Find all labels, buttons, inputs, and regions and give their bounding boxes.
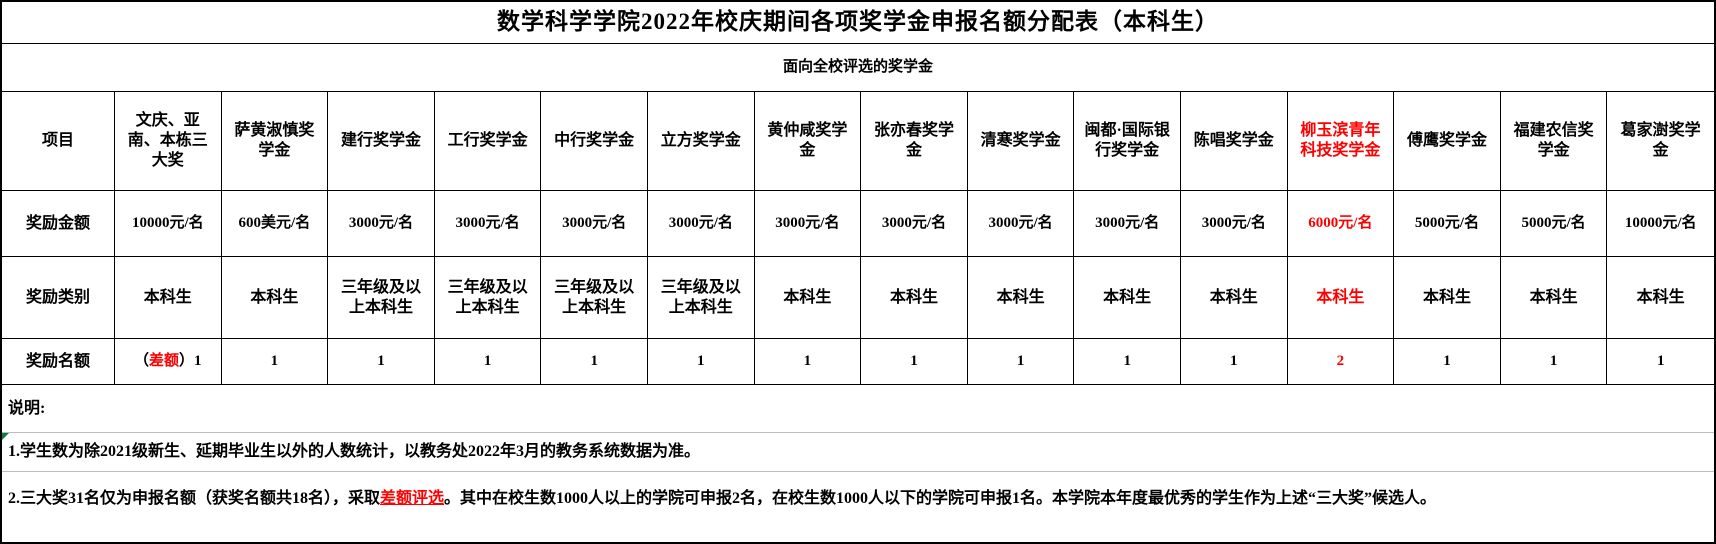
scholarship-name-5: 立方奖学金 [647, 92, 755, 191]
scholarship-name-10: 陈唱奖学金 [1180, 92, 1288, 191]
quota-value-11: 2 [1287, 339, 1395, 385]
amount-value-7: 3000元/名 [861, 191, 968, 257]
note-1-text: 1.学生数为除2021级新生、延期毕业生以外的人数统计，以教务处2022年3月的… [8, 442, 700, 462]
category-value-10: 本科生 [1180, 257, 1288, 339]
note-1: 1.学生数为除2021级新生、延期毕业生以外的人数统计，以教务处2022年3月的… [2, 433, 1714, 472]
amount-value-4: 3000元/名 [541, 191, 648, 257]
scholarship-name-13: 福建农信奖学金 [1500, 92, 1608, 191]
row-label-category: 奖励类别 [2, 257, 115, 339]
amount-value-14: 10000元/名 [1607, 191, 1714, 257]
quota-value-0: （差额 ）1 [115, 339, 222, 385]
amount-value-8: 3000元/名 [967, 191, 1075, 257]
category-value-8: 本科生 [967, 257, 1075, 339]
category-value-9: 本科生 [1074, 257, 1181, 339]
category-value-4: 三年级及以上本科生 [541, 257, 648, 339]
scholarship-name-14: 葛家澍奖学金 [1607, 92, 1714, 191]
amount-value-5: 3000元/名 [647, 191, 755, 257]
scholarship-name-2: 建行奖学金 [328, 92, 435, 191]
amount-value-6: 3000元/名 [754, 191, 862, 257]
text-segment: 差额评选 [380, 490, 445, 507]
amount-value-13: 5000元/名 [1500, 191, 1608, 257]
category-value-12: 本科生 [1394, 257, 1501, 339]
note-2-text: 2.三大奖31名仅为申报名额（获奖名额共18名），采取差额评选。其中在校生数10… [8, 484, 1436, 514]
scholarship-name-7: 张亦春奖学金 [861, 92, 968, 191]
text-segment: 2.三大奖31名仅为申报名额（获奖名额共18名），采取 [8, 490, 381, 507]
amount-value-1: 600美元/名 [221, 191, 329, 257]
quota-value-14: 1 [1607, 339, 1714, 385]
text-segment: 差额 [149, 353, 180, 370]
category-value-0: 本科生 [115, 257, 222, 339]
scholarship-name-8: 清寒奖学金 [967, 92, 1075, 191]
quota-value-6: 1 [754, 339, 862, 385]
scholarship-name-9: 闽都·国际银行奖学金 [1074, 92, 1181, 191]
notes-heading: 说明: [2, 385, 1714, 433]
quota-value-3: 1 [434, 339, 542, 385]
quota-value-10: 1 [1180, 339, 1288, 385]
quota-value-9: 1 [1074, 339, 1181, 385]
row-label-project: 项目 [2, 92, 115, 191]
quota-value-4: 1 [541, 339, 648, 385]
text-segment: （ [134, 353, 150, 370]
quota-value-1: 1 [221, 339, 329, 385]
category-value-13: 本科生 [1500, 257, 1608, 339]
scholarship-name-6: 黄仲咸奖学金 [754, 92, 862, 191]
quota-value-5: 1 [647, 339, 755, 385]
quota-value-8: 1 [967, 339, 1075, 385]
amount-value-11: 6000元/名 [1287, 191, 1395, 257]
quota-value-13: 1 [1500, 339, 1608, 385]
text-segment: ）1 [179, 353, 202, 370]
category-value-3: 三年级及以上本科生 [434, 257, 542, 339]
scholarship-name-0: 文庆、亚南、本栋三大奖 [115, 92, 222, 191]
row-label-quota: 奖励名额 [2, 339, 115, 385]
category-value-14: 本科生 [1607, 257, 1714, 339]
page-title: 数学科学学院2022年校庆期间各项奖学金申报名额分配表（本科生） [2, 2, 1714, 44]
amount-value-2: 3000元/名 [328, 191, 435, 257]
table-subtitle: 面向全校评选的奖学金 [2, 44, 1714, 92]
category-value-5: 三年级及以上本科生 [647, 257, 755, 339]
scholarship-name-4: 中行奖学金 [541, 92, 648, 191]
amount-value-3: 3000元/名 [434, 191, 542, 257]
cell-flag-icon [2, 433, 9, 440]
row-label-amount: 奖励金额 [2, 191, 115, 257]
amount-value-0: 10000元/名 [115, 191, 222, 257]
category-value-1: 本科生 [221, 257, 329, 339]
category-value-2: 三年级及以上本科生 [328, 257, 435, 339]
category-value-6: 本科生 [754, 257, 862, 339]
category-value-7: 本科生 [861, 257, 968, 339]
quota-value-7: 1 [861, 339, 968, 385]
scholarship-name-3: 工行奖学金 [434, 92, 542, 191]
quota-value-12: 1 [1394, 339, 1501, 385]
scholarship-name-12: 傅鹰奖学金 [1394, 92, 1501, 191]
text-segment: 。其中在校生数1000人以上的学院可申报2名，在校生数1000人以下的学院可申报… [444, 490, 1437, 507]
amount-value-12: 5000元/名 [1394, 191, 1501, 257]
category-value-11: 本科生 [1287, 257, 1395, 339]
amount-value-10: 3000元/名 [1180, 191, 1288, 257]
scholarship-name-11: 柳玉滨青年科技奖学金 [1287, 92, 1395, 191]
quota-value-2: 1 [328, 339, 435, 385]
scholarship-name-1: 萨黄淑慎奖学金 [221, 92, 329, 191]
amount-value-9: 3000元/名 [1074, 191, 1181, 257]
text-segment: 1.学生数为除2021级新生、延期毕业生以外的人数统计，以教务处2022年3月的… [8, 443, 701, 460]
note-2: 2.三大奖31名仅为申报名额（获奖名额共18名），采取差额评选。其中在校生数10… [2, 472, 1714, 542]
